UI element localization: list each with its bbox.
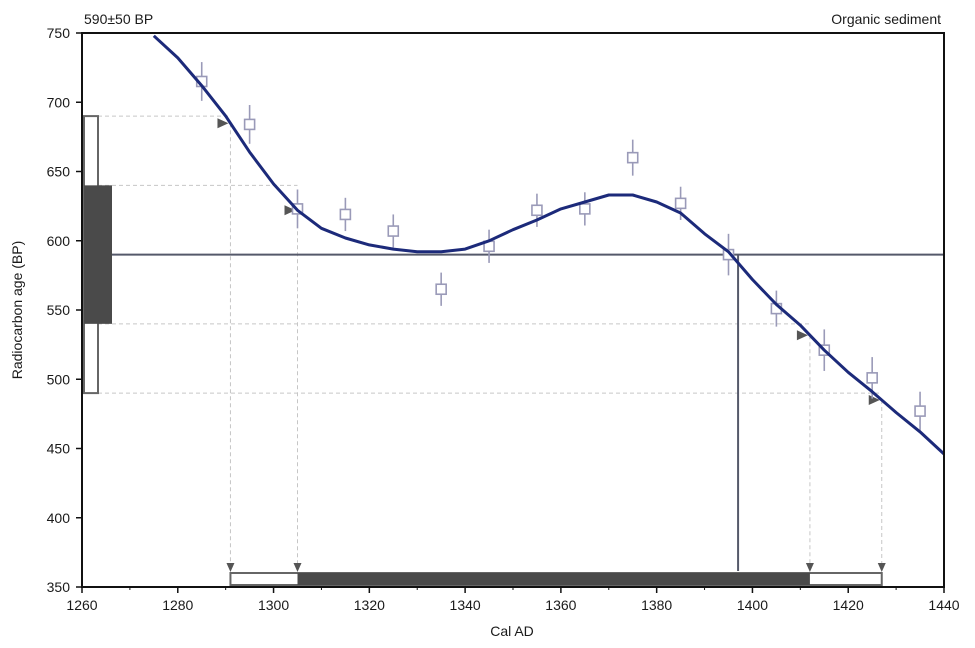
x-tick-label: 1280 [162, 597, 193, 613]
x-tick-label: 1360 [545, 597, 576, 613]
data-point-marker [626, 151, 639, 164]
y-tick-label: 350 [47, 579, 71, 595]
chart-title-left: 590±50 BP [84, 11, 153, 27]
x-tick-label: 1420 [833, 597, 864, 613]
x-tick-label: 1300 [258, 597, 289, 613]
y-tick-label: 600 [47, 233, 71, 249]
data-point-marker [531, 204, 543, 217]
data-point-marker [387, 225, 400, 237]
y-tick-label: 550 [47, 302, 71, 318]
calendar-marker-triangle [293, 563, 302, 572]
x-axis-title: Cal AD [490, 623, 534, 639]
data-point-marker [722, 248, 735, 261]
calendar-marker-triangle [805, 563, 814, 572]
y-tick-label: 650 [47, 164, 71, 180]
data-point-marker [435, 283, 447, 296]
data-point-marker [579, 203, 591, 215]
sigma1-vertical-bar [84, 185, 112, 324]
probability-bars-layer [83, 115, 886, 586]
x-tick-label: 1400 [737, 597, 768, 613]
data-point-marker [243, 118, 256, 131]
data-point-marker [866, 372, 878, 384]
y-tick-label: 400 [47, 510, 71, 526]
data-points-layer [195, 62, 926, 431]
y-axis-title: Radiocarbon age (BP) [9, 241, 25, 380]
y-tick-label: 750 [47, 25, 71, 41]
x-tick-label: 1340 [450, 597, 481, 613]
curve-marker-triangle [796, 330, 808, 341]
x-tick-label: 1320 [354, 597, 385, 613]
guide-lines-layer [82, 115, 944, 571]
y-tick-label: 700 [47, 94, 71, 110]
x-tick-label: 1440 [928, 597, 959, 613]
data-point-marker [339, 208, 352, 221]
sigma1-calendar-bar [297, 573, 810, 585]
calendar-marker-triangle [877, 563, 886, 572]
calibration-curve-line [152, 34, 946, 456]
y-tick-label: 450 [47, 441, 71, 457]
chart-title-right: Organic sediment [831, 11, 941, 27]
curve-marker-triangle [284, 205, 296, 216]
curve-marker-triangle [217, 118, 229, 129]
axes-layer: 1260 1280 1300 1320 1340 1360 1380 1400 1420 1440… [47, 25, 960, 613]
calibration-curve-layer [152, 34, 946, 456]
data-point-marker [674, 197, 687, 210]
x-tick-label: 1380 [641, 597, 672, 613]
data-point-marker [914, 405, 926, 417]
calendar-marker-triangle [226, 563, 235, 572]
x-tick-label: 1260 [66, 597, 97, 613]
y-tick-label: 500 [47, 371, 71, 387]
